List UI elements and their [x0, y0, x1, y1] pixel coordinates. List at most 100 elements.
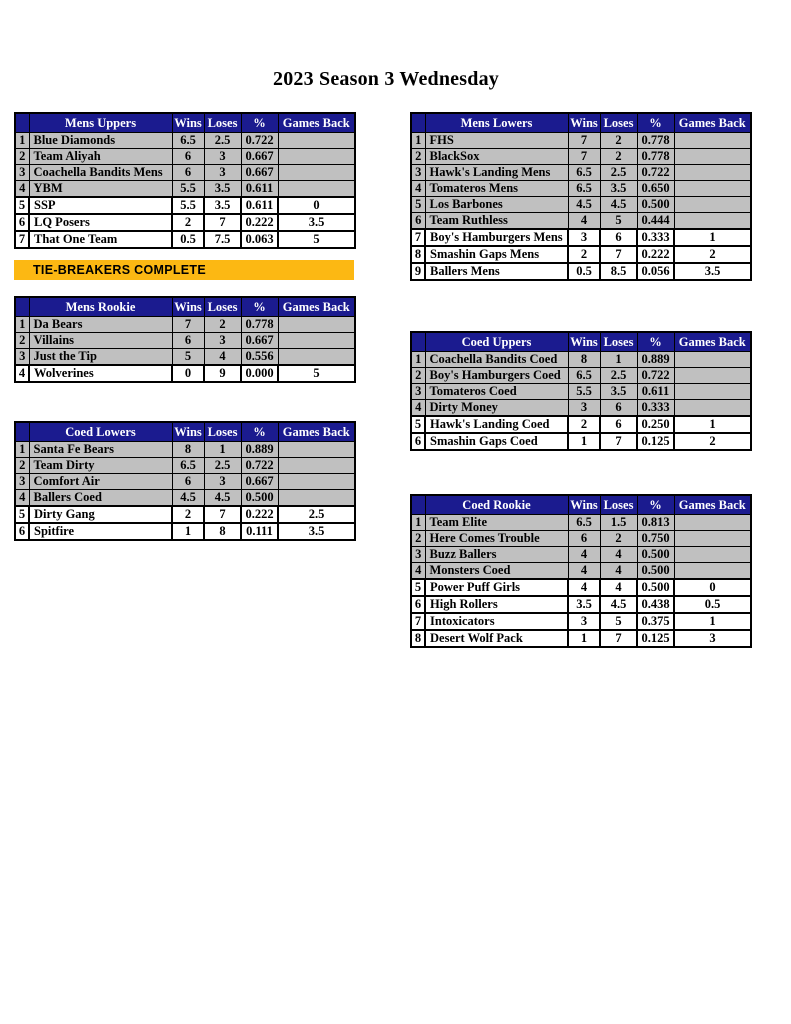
wins-column-header: Wins	[171, 112, 205, 133]
pct-cell: 0.063	[240, 230, 279, 249]
loses-cell: 4.5	[203, 489, 242, 507]
table-row: 3 Buzz Ballers 4 4 0.500	[410, 546, 752, 563]
loses-cell: 5	[599, 612, 638, 631]
games-back-cell	[673, 562, 752, 580]
rank-cell: 1	[410, 132, 426, 149]
games-back-cell: 2	[673, 245, 752, 264]
rank-cell: 5	[14, 196, 30, 215]
pct-cell: 0.438	[636, 595, 675, 614]
loses-cell: 7	[203, 213, 242, 232]
tie-breakers-banner: TIE-BREAKERS COMPLETE	[14, 260, 354, 280]
loses-cell: 2	[599, 530, 638, 547]
loses-cell: 2.5	[203, 132, 242, 149]
loses-cell: 6	[599, 399, 638, 417]
team-cell: Desert Wolf Pack	[424, 629, 569, 648]
pct-cell: 0.611	[240, 180, 279, 198]
team-cell: YBM	[28, 180, 173, 198]
table-header-row: Mens Lowers Wins Loses % Games Back	[410, 112, 752, 133]
team-cell: Coachella Bandits Coed	[424, 351, 569, 368]
table-row: 6 LQ Posers 2 7 0.222 3.5	[14, 213, 356, 232]
pct-cell: 0.333	[636, 228, 675, 247]
table-row: 8 Desert Wolf Pack 1 7 0.125 3	[410, 629, 752, 648]
team-cell: Comfort Air	[28, 473, 173, 490]
rank-cell: 5	[410, 196, 426, 213]
team-cell: Intoxicators	[424, 612, 569, 631]
loses-cell: 3	[203, 473, 242, 490]
team-cell: Tomateros Coed	[424, 383, 569, 400]
wins-cell: 6	[171, 148, 205, 165]
table-row: 2 Team Dirty 6.5 2.5 0.722	[14, 457, 356, 474]
rank-cell: 4	[14, 489, 30, 507]
rank-cell: 7	[410, 612, 426, 631]
team-cell: Buzz Ballers	[424, 546, 569, 563]
rank-column-header	[410, 112, 426, 133]
loses-column-header: Loses	[203, 421, 242, 442]
table-row: 6 Spitfire 1 8 0.111 3.5	[14, 522, 356, 541]
pct-cell: 0.500	[636, 578, 675, 597]
team-cell: SSP	[28, 196, 173, 215]
team-cell: Team Ruthless	[424, 212, 569, 230]
games-back-column-header: Games Back	[673, 112, 752, 133]
games-back-cell	[277, 348, 356, 366]
pct-cell: 0.889	[240, 441, 279, 458]
wins-cell: 7	[567, 132, 601, 149]
rank-cell: 3	[410, 383, 426, 400]
table-row: 2 Team Aliyah 6 3 0.667	[14, 148, 356, 165]
team-cell: Villains	[28, 332, 173, 349]
division-title: Coed Lowers	[28, 421, 173, 442]
games-back-cell: 1	[673, 415, 752, 434]
loses-cell: 3	[203, 148, 242, 165]
pct-cell: 0.722	[240, 457, 279, 474]
pct-cell: 0.611	[636, 383, 675, 400]
wins-cell: 0.5	[567, 262, 601, 281]
games-back-cell	[673, 180, 752, 197]
wins-cell: 7	[567, 148, 601, 165]
games-back-cell	[673, 351, 752, 368]
rank-column-header	[14, 421, 30, 442]
table-row: 1 FHS 7 2 0.778	[410, 132, 752, 149]
rank-cell: 2	[410, 367, 426, 384]
games-back-cell: 0	[277, 196, 356, 215]
wins-cell: 6.5	[567, 367, 601, 384]
loses-cell: 9	[203, 364, 242, 383]
table-row: 4 YBM 5.5 3.5 0.611	[14, 180, 356, 198]
table-row: 5 Los Barbones 4.5 4.5 0.500	[410, 196, 752, 213]
wins-cell: 6	[171, 332, 205, 349]
table-row: 1 Coachella Bandits Coed 8 1 0.889	[410, 351, 752, 368]
wins-cell: 1	[567, 432, 601, 451]
rank-cell: 4	[410, 399, 426, 417]
rank-cell: 2	[410, 148, 426, 165]
pct-cell: 0.889	[636, 351, 675, 368]
pct-cell: 0.056	[636, 262, 675, 281]
wins-cell: 6.5	[171, 132, 205, 149]
wins-column-header: Wins	[567, 331, 601, 352]
wins-cell: 8	[567, 351, 601, 368]
games-back-column-header: Games Back	[673, 494, 752, 515]
team-cell: Team Dirty	[28, 457, 173, 474]
table-row: 1 Blue Diamonds 6.5 2.5 0.722	[14, 132, 356, 149]
team-cell: Boy's Hamburgers Mens	[424, 228, 569, 247]
table-row: 4 Ballers Coed 4.5 4.5 0.500	[14, 489, 356, 507]
rank-cell: 5	[410, 578, 426, 597]
table-row: 7 That One Team 0.5 7.5 0.063 5	[14, 230, 356, 249]
rank-column-header	[410, 494, 426, 515]
wins-cell: 5.5	[171, 180, 205, 198]
games-back-column-header: Games Back	[277, 112, 356, 133]
games-back-cell	[277, 441, 356, 458]
wins-cell: 6.5	[567, 514, 601, 531]
table-row: 5 Hawk's Landing Coed 2 6 0.250 1	[410, 415, 752, 434]
team-cell: That One Team	[28, 230, 173, 249]
team-cell: Smashin Gaps Mens	[424, 245, 569, 264]
rank-cell: 3	[410, 546, 426, 563]
wins-column-header: Wins	[171, 421, 205, 442]
loses-cell: 7	[599, 432, 638, 451]
team-cell: Just the Tip	[28, 348, 173, 366]
loses-cell: 4	[599, 546, 638, 563]
wins-cell: 6	[171, 473, 205, 490]
loses-column-header: Loses	[203, 296, 242, 317]
loses-cell: 6	[599, 228, 638, 247]
division-title: Mens Uppers	[28, 112, 173, 133]
rank-cell: 7	[14, 230, 30, 249]
team-cell: Santa Fe Bears	[28, 441, 173, 458]
wins-cell: 4	[567, 212, 601, 230]
